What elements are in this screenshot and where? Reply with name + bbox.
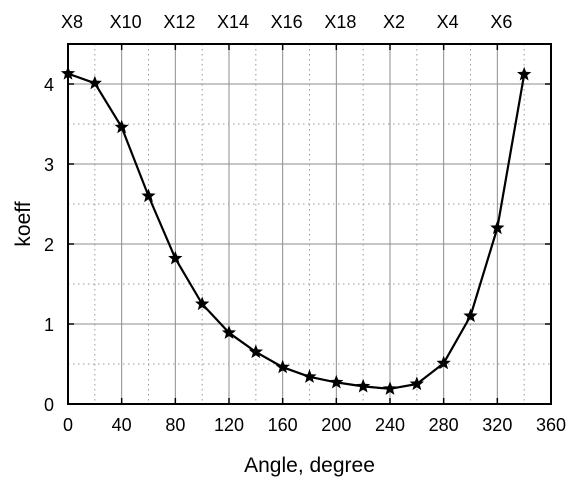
data-point-star [248, 344, 263, 359]
data-point-star [168, 250, 183, 265]
y-axis-title: koeff [12, 201, 35, 246]
data-point-star [114, 119, 129, 134]
top-axis-label: X4 [437, 12, 459, 32]
x-tick-label: 360 [536, 415, 566, 435]
series-line [67, 72, 526, 390]
x-tick-label: 120 [214, 415, 244, 435]
data-point-star [141, 188, 156, 203]
data-point-star [356, 378, 371, 393]
x-tick-label: 160 [268, 415, 298, 435]
top-axis-label: X16 [271, 12, 303, 32]
top-axis-label: X14 [217, 12, 249, 32]
data-point-star [463, 308, 478, 323]
data-point-star [382, 381, 398, 395]
x-tick-label: 320 [482, 415, 512, 435]
x-tick-label: 40 [112, 415, 132, 435]
x-tick-label: 80 [165, 415, 185, 435]
top-axis-label: X12 [163, 12, 195, 32]
minor-gridlines [68, 44, 551, 404]
series-markers-group [60, 66, 532, 395]
data-point-star [195, 296, 210, 311]
data-point-star [436, 355, 451, 370]
x-axis-title: Angle, degree [244, 454, 375, 477]
x-tick-label: 0 [63, 415, 73, 435]
data-point-star [329, 374, 344, 389]
x-tick-label: 200 [321, 415, 351, 435]
y-tick-label: 1 [44, 315, 54, 335]
series-line-group [67, 72, 526, 390]
data-point-star [517, 66, 532, 81]
x-tick-label: 240 [375, 415, 405, 435]
y-tick-label: 2 [44, 235, 54, 255]
y-tick-label: 3 [44, 155, 54, 175]
major-gridlines [68, 44, 551, 404]
data-point-star [490, 220, 505, 235]
y-tick-label: 0 [44, 395, 54, 415]
top-axis-label: X8 [61, 12, 83, 32]
data-point-star [275, 359, 290, 374]
top-axis-label: X10 [110, 12, 142, 32]
data-point-star [87, 75, 102, 90]
y-tick-label: 4 [44, 75, 54, 95]
plot-area-frame [67, 43, 552, 405]
data-point-star [302, 369, 317, 383]
data-point-star [409, 376, 424, 391]
x-tick-label: 280 [429, 415, 459, 435]
top-axis-labels: X8 X10 X12 X14 X16 X18 X2 X4 X6 [61, 12, 512, 32]
data-point-star [221, 325, 237, 339]
top-axis-label: X18 [324, 12, 356, 32]
top-axis-label: X2 [383, 12, 405, 32]
y-axis-ticks: 0 1 2 3 4 [44, 75, 551, 415]
top-axis-label: X6 [490, 12, 512, 32]
x-axis-ticks: 0 40 80 120 160 200 240 280 320 360 [63, 44, 566, 435]
